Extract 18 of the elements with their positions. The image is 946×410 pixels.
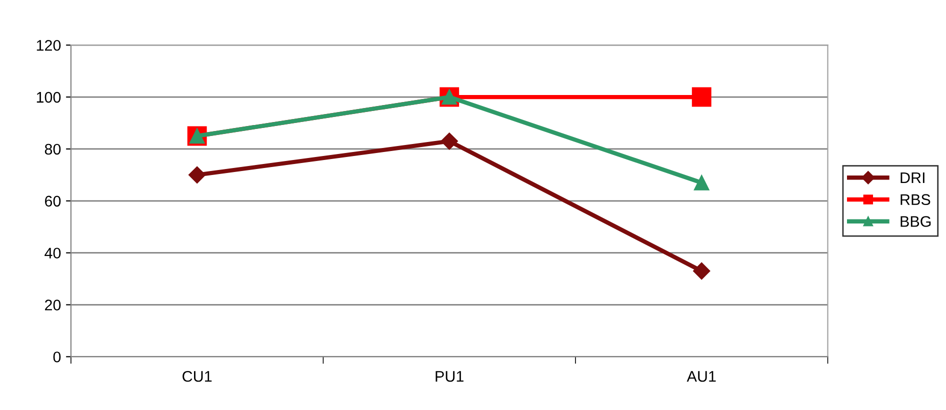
y-tick-label: 100 <box>36 92 61 103</box>
point <box>694 175 710 190</box>
y-tick-label: 40 <box>44 248 61 259</box>
point <box>188 166 206 184</box>
x-tick-label: CU1 <box>182 370 212 382</box>
y-tick-label: 80 <box>44 144 61 155</box>
point <box>693 262 710 280</box>
x-tick-label: AU1 <box>686 371 716 382</box>
legend-label: BBG <box>900 216 931 227</box>
y-tick-label: 120 <box>36 40 61 51</box>
y-tick-label: 60 <box>45 196 61 207</box>
y-tick-label: 0 <box>53 352 61 362</box>
legend-label: DRI <box>900 172 924 183</box>
y-tick-label: 20 <box>45 300 61 310</box>
point <box>440 132 458 150</box>
legend-label: RBS <box>900 194 930 205</box>
point <box>692 87 712 107</box>
x-tick-label: PU1 <box>436 371 464 382</box>
